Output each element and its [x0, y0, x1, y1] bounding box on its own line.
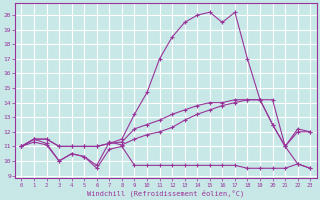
X-axis label: Windchill (Refroidissement éolien,°C): Windchill (Refroidissement éolien,°C) — [87, 189, 244, 197]
